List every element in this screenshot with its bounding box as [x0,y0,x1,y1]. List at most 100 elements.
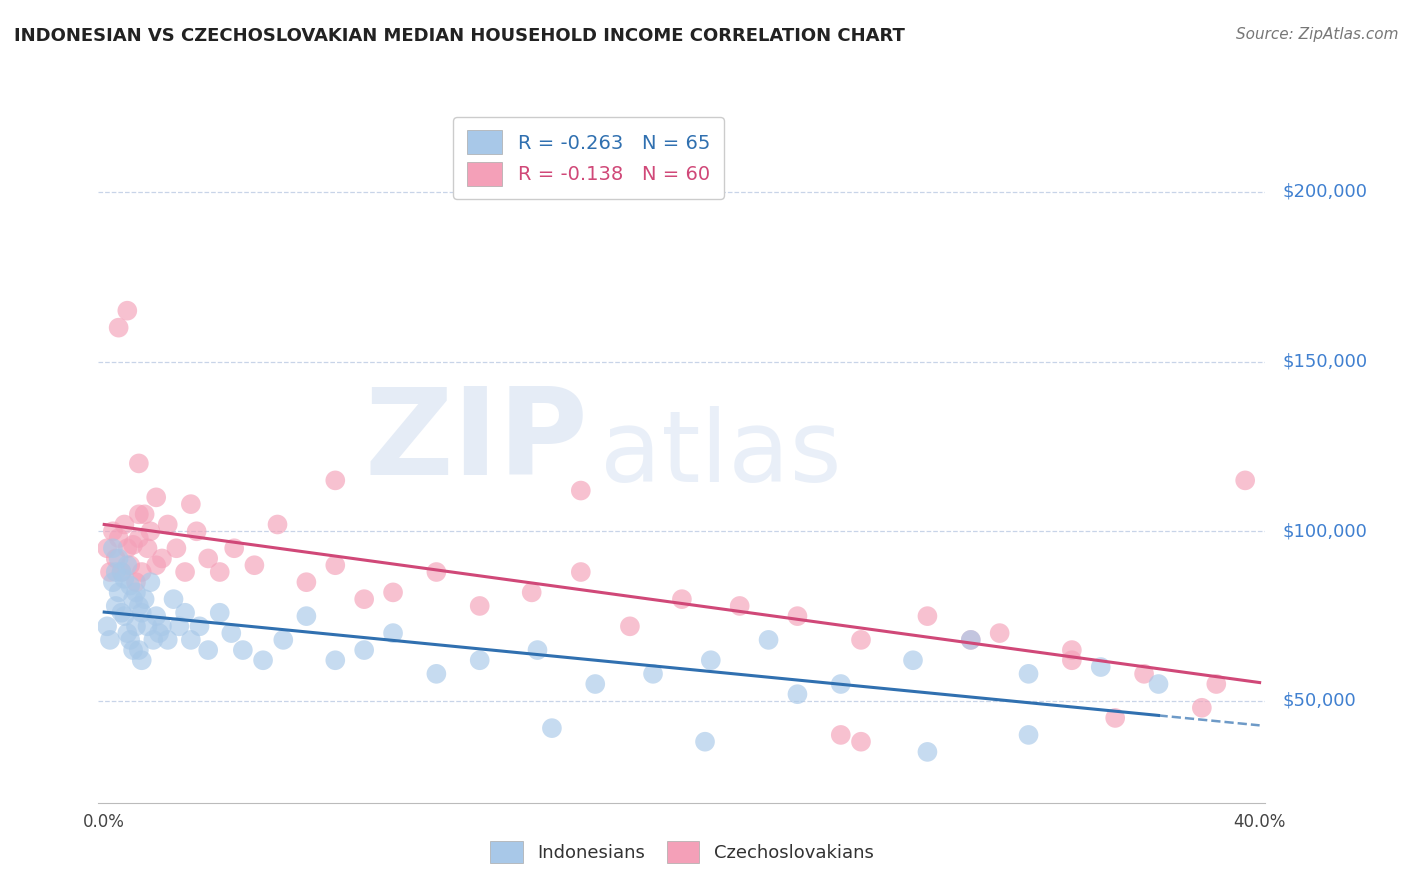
Point [758,632,780,647]
Point [112,572,135,586]
Point [125,575,148,590]
Point [139,575,162,590]
Point [641,666,664,681]
Point [849,735,872,749]
Point [107,585,129,599]
Text: ZIP: ZIP [364,383,589,500]
Point [323,558,346,573]
Point [425,565,447,579]
Point [142,632,165,647]
Point [1104,711,1126,725]
Point [156,632,179,647]
Point [145,491,167,505]
Point [224,541,246,556]
Point [830,677,852,691]
Point [120,558,142,573]
Legend: Indonesians, Czechoslovakians: Indonesians, Czechoslovakians [484,834,880,871]
Point [671,592,693,607]
Text: $150,000: $150,000 [1282,352,1367,370]
Point [520,585,543,599]
Point [145,609,167,624]
Point [271,632,294,647]
Point [162,592,184,607]
Point [98,632,121,647]
Point [295,575,318,590]
Point [139,524,162,539]
Text: atlas: atlas [600,407,842,503]
Point [122,538,145,552]
Point [526,643,548,657]
Point [169,619,191,633]
Point [150,619,173,633]
Point [917,609,939,624]
Text: $200,000: $200,000 [1282,183,1367,201]
Point [786,687,808,701]
Point [125,585,148,599]
Point [197,643,219,657]
Point [128,457,150,471]
Point [156,517,179,532]
Text: $100,000: $100,000 [1282,523,1367,541]
Point [165,541,187,556]
Point [700,653,723,667]
Point [104,551,127,566]
Point [232,643,254,657]
Point [174,565,197,579]
Point [583,677,606,691]
Point [728,599,751,613]
Point [128,599,150,613]
Point [1090,660,1112,674]
Point [136,541,159,556]
Point [107,531,129,545]
Point [134,508,156,522]
Text: $50,000: $50,000 [1282,692,1355,710]
Point [188,619,211,633]
Point [96,541,118,556]
Point [1060,643,1083,657]
Point [145,558,167,573]
Point [1205,677,1227,691]
Point [107,551,129,566]
Point [104,565,127,579]
Point [208,565,231,579]
Point [221,626,243,640]
Point [569,483,592,498]
Point [148,626,170,640]
Point [112,517,135,532]
Point [131,565,153,579]
Point [208,606,231,620]
Point [98,565,121,579]
Point [101,575,124,590]
Point [104,599,127,613]
Point [1191,700,1213,714]
Point [830,728,852,742]
Point [110,565,132,579]
Point [101,524,124,539]
Point [136,619,159,633]
Point [252,653,274,667]
Text: INDONESIAN VS CZECHOSLOVAKIAN MEDIAN HOUSEHOLD INCOME CORRELATION CHART: INDONESIAN VS CZECHOSLOVAKIAN MEDIAN HOU… [14,27,905,45]
Point [197,551,219,566]
Point [96,619,118,633]
Point [110,565,132,579]
Point [128,643,150,657]
Point [117,303,139,318]
Point [266,517,288,532]
Point [353,592,375,607]
Point [468,653,491,667]
Point [107,320,129,334]
Point [180,497,202,511]
Point [101,541,124,556]
Point [120,632,142,647]
Point [125,619,148,633]
Point [122,643,145,657]
Point [382,626,405,640]
Point [128,508,150,522]
Point [1234,474,1257,488]
Point [295,609,318,624]
Point [917,745,939,759]
Point [122,592,145,607]
Point [959,632,981,647]
Point [131,606,153,620]
Point [786,609,808,624]
